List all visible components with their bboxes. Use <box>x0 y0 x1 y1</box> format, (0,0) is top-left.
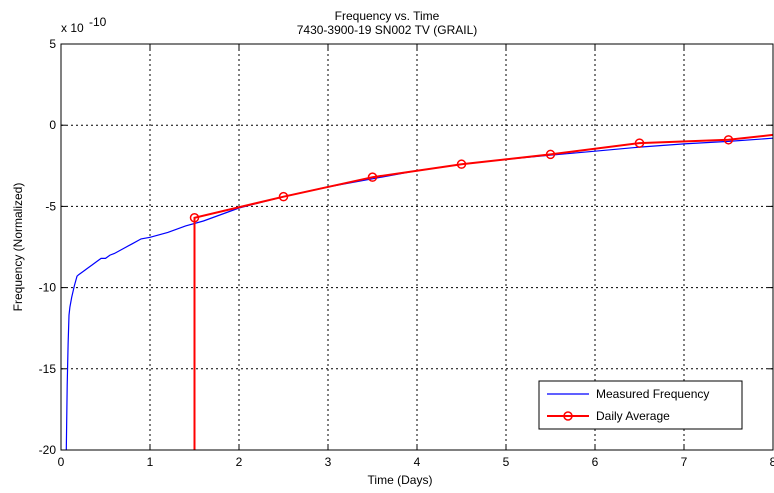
legend-box <box>538 380 743 430</box>
x-axis-label: Time (Days) <box>368 473 433 487</box>
daily-average-marker <box>545 149 556 160</box>
chart-title: Frequency vs. Time <box>334 9 440 23</box>
y-multiplier-label: x 10 <box>61 21 84 35</box>
daily-average-marker <box>456 159 467 169</box>
x-tick-label: 2 <box>236 455 243 469</box>
y-tick-label: -5 <box>45 199 56 213</box>
x-tick-label: 6 <box>592 455 599 469</box>
x-tick-label: 5 <box>503 455 510 469</box>
legend-entry-label: Daily Average <box>596 409 670 423</box>
x-tick-label: 4 <box>414 455 421 469</box>
y-tick-label: -15 <box>39 362 57 376</box>
x-tick-label: 7 <box>681 455 688 469</box>
y-multiplier-exponent: -10 <box>89 15 107 29</box>
y-axis-label: Frequency (Normalized) <box>11 183 25 312</box>
y-tick-label: -20 <box>39 443 57 457</box>
chart-subtitle: 7430-3900-19 SN002 TV (GRAIL) <box>296 23 478 37</box>
daily-average-marker <box>278 191 289 202</box>
daily-average-marker <box>367 172 378 182</box>
y-tick-label: 5 <box>49 37 56 51</box>
daily-average-marker <box>189 213 200 223</box>
y-tick-label: -10 <box>39 281 57 295</box>
daily-average-marker <box>634 138 645 148</box>
x-tick-label: 3 <box>325 455 332 469</box>
daily-average-line <box>193 133 773 450</box>
x-tick-label: 1 <box>147 455 154 469</box>
legend-swatch-marker <box>563 411 573 421</box>
legend-entry-label: Measured Frequency <box>596 387 709 401</box>
daily-average-marker <box>723 135 734 145</box>
y-tick-label: 0 <box>49 118 56 132</box>
x-tick-label: 0 <box>58 455 65 469</box>
plot-frame <box>60 43 774 451</box>
x-tick-label: 8 <box>770 455 774 469</box>
